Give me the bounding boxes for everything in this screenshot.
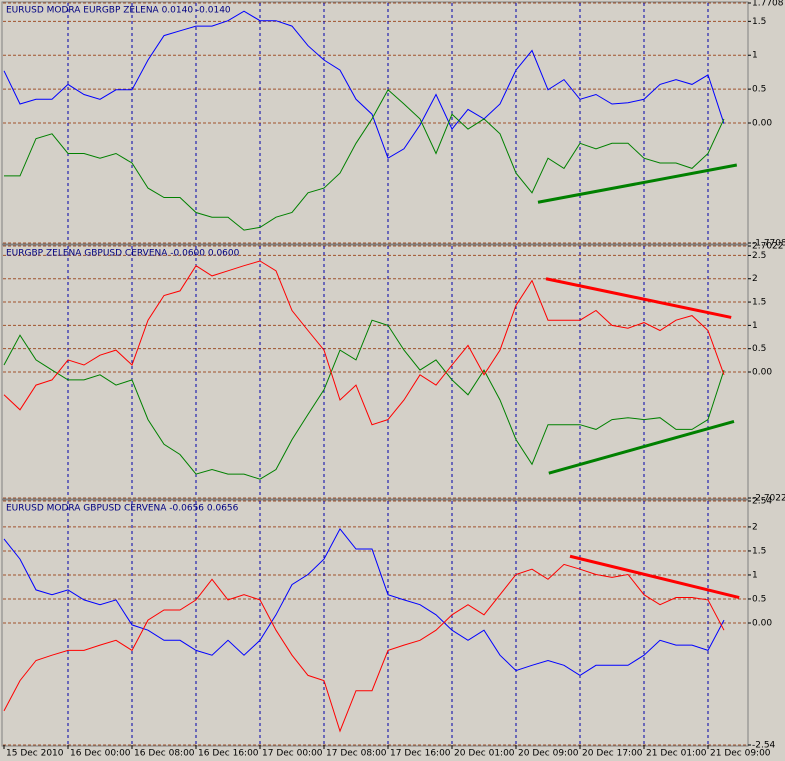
x-tick-label: 21 Dec 01:00 (646, 749, 707, 759)
y-tick-label: -2.7022 (752, 494, 785, 504)
x-tick-label: 15 Dec 2010 (6, 749, 64, 759)
y-tick-label: 2.54 (752, 497, 772, 507)
series-line (3, 527, 725, 676)
series-line (4, 89, 725, 231)
pane-title: EURGBP ZELENA GBPUSD CERVENA -0.0600 0.0… (6, 249, 240, 259)
trend-line (545, 277, 732, 319)
y-tick-label: 1 (752, 321, 758, 331)
y-tick-label: 2 (752, 522, 758, 532)
y-tick-label: 1.5 (752, 17, 766, 27)
x-tick-label: 21 Dec 09:00 (710, 749, 771, 759)
x-tick-label: 16 Dec 16:00 (198, 749, 259, 759)
x-tick-label: 17 Dec 08:00 (326, 749, 387, 759)
pane-title: EURUSD MODRA GBPUSD CERVENA -0.0656 0.06… (6, 504, 239, 514)
y-tick-label: 1.5 (752, 546, 766, 556)
y-tick-label: 0.5 (752, 594, 766, 604)
x-tick-label: 20 Dec 09:00 (518, 749, 579, 759)
y-tick-label: 0.00 (752, 119, 772, 129)
y-tick-label: 0.5 (752, 85, 766, 95)
y-tick-label: 2.7022 (752, 242, 784, 252)
y-tick-label: -1.7708 (752, 239, 785, 249)
y-tick-label: 0.00 (752, 368, 772, 378)
y-tick-label: -2.54 (752, 741, 776, 751)
trend-line (569, 554, 740, 600)
y-tick-label: 2 (752, 274, 758, 284)
y-tick-label: 0.5 (752, 344, 766, 354)
x-tick-label: 17 Dec 00:00 (262, 749, 323, 759)
y-tick-label: 1 (752, 51, 758, 61)
series-line (3, 319, 725, 480)
x-tick-label: 16 Dec 00:00 (70, 749, 131, 759)
y-tick-label: 0.00 (752, 619, 772, 629)
series-line (3, 10, 725, 159)
y-tick-label: 1.7708 (752, 0, 784, 9)
y-tick-label: 1.5 (752, 298, 766, 308)
x-tick-label: 20 Dec 17:00 (582, 749, 643, 759)
y-tick-label: 2.5 (752, 251, 766, 261)
x-tick-label: 17 Dec 16:00 (390, 749, 451, 759)
x-tick-label: 20 Dec 01:00 (454, 749, 515, 759)
series-line (3, 260, 725, 426)
pane-title: EURUSD MODRA EURGBP ZELENA 0.0140 -0.014… (6, 6, 231, 16)
trend-line (537, 163, 738, 204)
series-line (3, 563, 725, 733)
trend-line (548, 419, 735, 475)
x-tick-label: 16 Dec 08:00 (134, 749, 195, 759)
y-tick-label: 1 (752, 570, 758, 580)
